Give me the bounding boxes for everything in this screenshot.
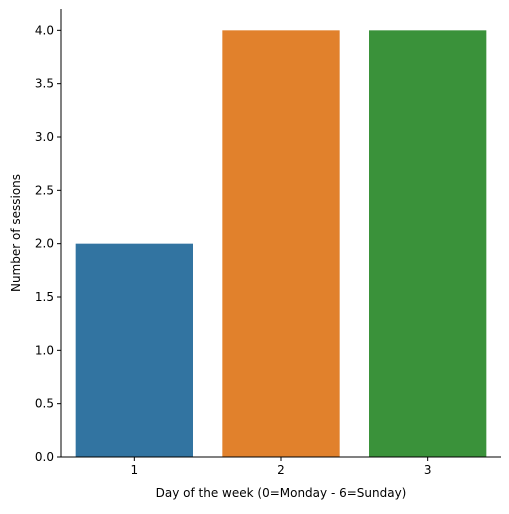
x-tick-label: 2 (277, 463, 285, 477)
x-tick-label: 1 (131, 463, 139, 477)
bar-1 (75, 243, 193, 457)
y-tick-label: 1.0 (35, 343, 54, 357)
y-tick-label: 1.5 (35, 290, 54, 304)
y-tick-label: 2.0 (35, 237, 54, 251)
x-tick-label: 3 (424, 463, 432, 477)
bars-layer (75, 30, 487, 457)
x-axis-label: Day of the week (0=Monday - 6=Sunday) (156, 486, 407, 500)
y-ticks: 0.0 0.5 1.0 1.5 2.0 2.5 3.0 3.5 4.0 (35, 23, 61, 464)
y-tick-label: 2.5 (35, 183, 54, 197)
y-axis-label: Number of sessions (9, 174, 23, 292)
bar-2 (222, 30, 340, 457)
y-tick-label: 3.0 (35, 130, 54, 144)
bar-3 (369, 30, 487, 457)
y-tick-label: 3.5 (35, 77, 54, 91)
y-tick-label: 0.0 (35, 450, 54, 464)
x-ticks: 1 2 3 (131, 457, 432, 477)
y-tick-label: 4.0 (35, 23, 54, 37)
y-tick-label: 0.5 (35, 397, 54, 411)
